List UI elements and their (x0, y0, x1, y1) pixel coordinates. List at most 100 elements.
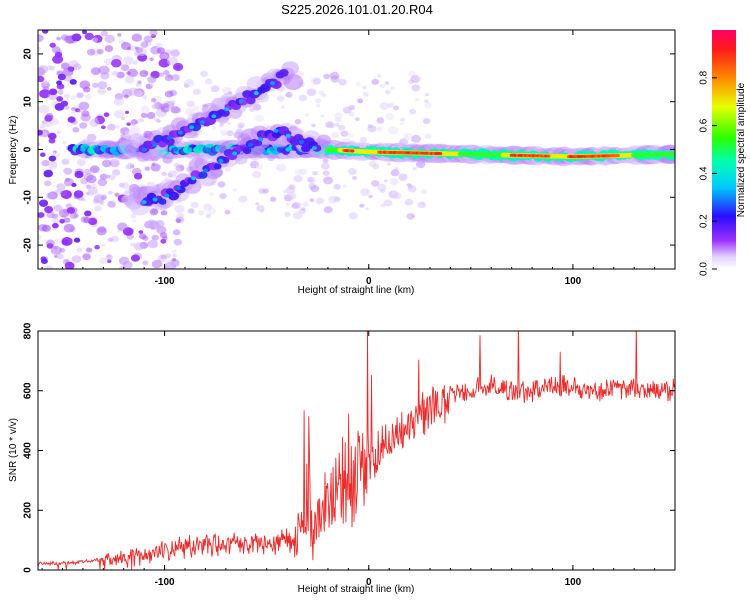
spectrogram-speckle (385, 113, 395, 121)
lower-branch-knot (247, 142, 253, 147)
spectrogram-speckle (219, 123, 224, 127)
spectrogram-speckle (99, 194, 108, 200)
lower-branch-knot (285, 133, 291, 138)
spectrogram-speckle (321, 93, 327, 98)
spectrogram-speckle (310, 185, 320, 193)
spectrogram-speckle (424, 99, 429, 103)
spectrogram-speckle (48, 155, 57, 162)
spectrogram-speckle (143, 71, 149, 75)
spectrogram-speckle (61, 158, 70, 166)
spectrogram-speckle (115, 125, 120, 129)
spectrogram-speckle (84, 210, 92, 217)
spectrogram-speckle (149, 208, 159, 216)
lower-branch (254, 139, 263, 147)
spectrogram-speckle (56, 80, 63, 86)
spectrogram-speckle (66, 207, 76, 214)
upper-branch-knot (152, 142, 158, 147)
spectrogram-speckle (53, 204, 63, 212)
main-ridge-knot (205, 147, 211, 152)
main-ridge-mid (672, 151, 675, 157)
spectrogram-speckle (129, 120, 136, 126)
spectrogram-speckle (338, 78, 347, 86)
spectrogram-speckle (110, 235, 120, 243)
spectrogram-speckle (56, 253, 64, 260)
top-xtick-label: -100 (155, 276, 175, 287)
spectrogram-speckle (57, 89, 64, 95)
spectrogram-speckle (38, 142, 41, 146)
spectrogram-speckle (312, 171, 318, 176)
spectrogram-speckle (84, 93, 93, 100)
spectrogram-speckle (362, 92, 369, 97)
spectrogram-speckle (289, 194, 297, 200)
spectrogram-speckle (83, 216, 91, 224)
spectrogram-speckle (232, 188, 237, 192)
spectrogram-speckle (124, 130, 132, 137)
spectrogram-speckle (125, 110, 130, 114)
spectrogram-speckle (71, 33, 82, 42)
spectrogram-speckle (110, 59, 122, 68)
spectrogram-speckle (149, 30, 158, 37)
spectrogram-speckle (342, 106, 352, 114)
spectrogram-speckle (135, 47, 144, 54)
main-ridge-core (615, 154, 620, 158)
spectrogram-speckle (368, 160, 377, 167)
bottom-ylabel: SNR (10 * v/v) (8, 418, 19, 482)
spectrogram-speckle (334, 122, 340, 127)
spectrogram-speckle (114, 192, 120, 197)
spectrogram-speckle (323, 73, 331, 80)
spectrogram-speckle (45, 120, 52, 126)
snr-series-line (38, 331, 675, 570)
spectrogram-speckle (38, 129, 44, 136)
spectrogram-speckle (73, 237, 81, 243)
spectrogram-speckle (74, 170, 84, 179)
spectrogram-speckle (414, 97, 420, 102)
spectrogram-speckle (40, 258, 48, 264)
spectrogram-speckle (359, 136, 368, 143)
spectrogram-speckle (270, 196, 277, 202)
spectrogram-speckle (171, 74, 180, 82)
spectrogram-speckle (186, 100, 195, 108)
upper-branch (279, 69, 289, 77)
spectrogram-speckle (146, 111, 156, 120)
top-ytick-label: -10 (23, 190, 34, 205)
spectrogram-speckle (368, 194, 373, 199)
spectrogram-speckle (129, 126, 141, 135)
spectrogram-speckle (205, 213, 212, 219)
spectrogram-speckle (59, 190, 68, 197)
spectrogram-speckle (306, 88, 317, 96)
spectrogram-speckle (50, 245, 62, 255)
main-ridge-core (350, 149, 355, 153)
spectrogram-speckle (323, 206, 333, 214)
spectrogram-speckle (38, 65, 49, 74)
spectrogram-speckle (288, 184, 295, 190)
spectrogram-speckle (406, 213, 415, 220)
bottom-ytick-label: 400 (23, 442, 34, 459)
spectrogram-speckle (331, 132, 340, 139)
spectrogram-speckle (44, 206, 54, 214)
spectrogram-speckle (81, 110, 90, 117)
upper-branch (220, 109, 230, 117)
spectrogram-speckle (403, 132, 413, 141)
spectrogram-speckle (175, 218, 182, 223)
lower-branch-knot (258, 137, 264, 142)
spectrogram-speckle (292, 201, 302, 209)
lower-branch (301, 144, 311, 153)
spectrogram-speckle (409, 108, 417, 115)
spectrogram-speckle (352, 176, 358, 180)
spectrogram-speckle (410, 75, 421, 84)
main-ridge-knot (94, 147, 100, 152)
colorbar-gradient (712, 30, 736, 269)
spectrogram-speckle (90, 67, 101, 76)
spectrogram-speckle (393, 105, 399, 111)
spectrogram-speckle (63, 167, 73, 175)
spectrogram-speckle (383, 179, 388, 183)
spectrogram-speckle (255, 163, 264, 170)
spectrogram-speckle (316, 103, 321, 108)
spectrogram-speckle (111, 70, 119, 77)
spectrogram-speckle (130, 254, 140, 262)
spectrogram-speckle (159, 72, 165, 77)
spectrogram-speckle (275, 163, 286, 172)
spectrogram-speckle (106, 238, 111, 242)
upper-branch-knot (238, 99, 244, 104)
spectrogram-speckle (159, 232, 168, 239)
